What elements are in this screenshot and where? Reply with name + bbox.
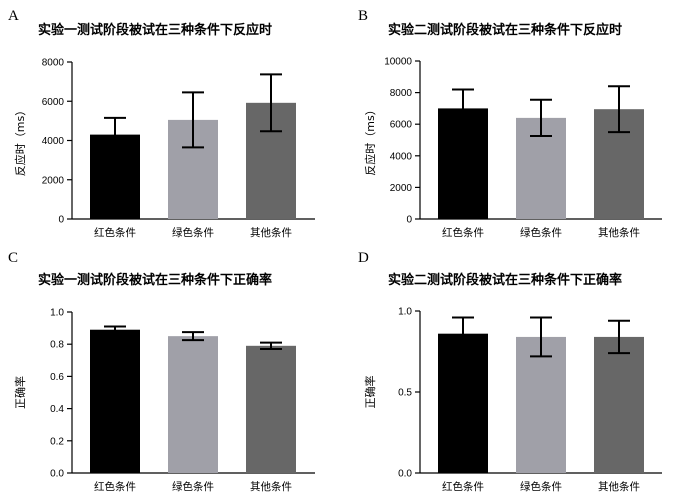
y-tick-label: 0.5 [398,388,412,399]
chart-title: 实验一测试阶段被试在三种条件下正确率 [38,272,272,288]
panel-letter: B [358,8,368,24]
y-tick-label: 0.8 [50,340,64,351]
x-category-label: 其他条件 [250,226,292,239]
y-axis-label: 反应时（ms） [13,105,27,176]
y-axis-label: 正确率 [13,376,27,409]
x-category-label: 其他条件 [250,480,292,493]
y-tick-label: 4000 [42,136,65,147]
y-tick-label: 0 [406,215,412,226]
x-category-label: 红色条件 [94,226,136,239]
y-tick-label: 2000 [390,183,413,194]
panel-letter: A [8,8,19,24]
y-tick-label: 0.6 [50,372,64,383]
y-axis-label: 正确率 [363,376,377,409]
y-tick-label: 6000 [390,120,413,131]
chart-title: 实验一测试阶段被试在三种条件下反应时 [38,22,272,38]
x-category-label: 红色条件 [94,480,136,493]
y-tick-label: 8000 [42,58,65,69]
y-axis-label: 反应时（ms） [363,104,377,175]
chart-title: 实验二测试阶段被试在三种条件下反应时 [388,22,622,38]
bar-2 [168,336,218,473]
x-category-label: 其他条件 [598,226,640,239]
chart-title: 实验二测试阶段被试在三种条件下正确率 [388,272,622,288]
y-tick-label: 2000 [42,175,65,186]
y-tick-label: 0.0 [398,469,412,480]
bar-2 [516,336,566,473]
x-category-label: 绿色条件 [172,480,214,493]
y-tick-label: 0 [58,215,64,226]
chart-panel-a: A 实验一测试阶段被试在三种条件下反应时 0 2000 4000 6000 8000 反应时（… [8,8,315,239]
x-category-label: 绿色条件 [520,226,562,239]
bar-3 [594,336,644,473]
bar-3 [246,345,296,473]
y-tick-label: 0.0 [50,469,64,480]
x-category-label: 红色条件 [442,480,484,493]
y-tick-label: 1.0 [398,307,412,318]
x-category-label: 绿色条件 [172,226,214,239]
x-category-label: 其他条件 [598,480,640,493]
panel-letter: D [358,250,369,266]
bar-1 [90,329,140,473]
y-tick-label: 1.0 [50,308,64,319]
y-tick-label: 0.4 [50,404,64,415]
y-tick-label: 0.2 [50,436,64,447]
panel-letter: C [8,250,18,266]
x-category-label: 绿色条件 [520,480,562,493]
chart-panel-b: B 实验二测试阶段被试在三种条件下反应时 0 2000 4000 6000 8000 1000… [358,8,662,239]
y-tick-label: 8000 [390,88,413,99]
chart-panel-c: C 实验一测试阶段被试在三种条件下正确率 0.0 0.2 0.4 0.6 0.8 1.0 正确率… [8,250,315,493]
y-tick-label: 10000 [384,57,412,68]
bar-1 [438,333,488,473]
y-tick-label: 6000 [42,97,65,108]
y-tick-label: 4000 [390,151,413,162]
x-category-label: 红色条件 [442,226,484,239]
